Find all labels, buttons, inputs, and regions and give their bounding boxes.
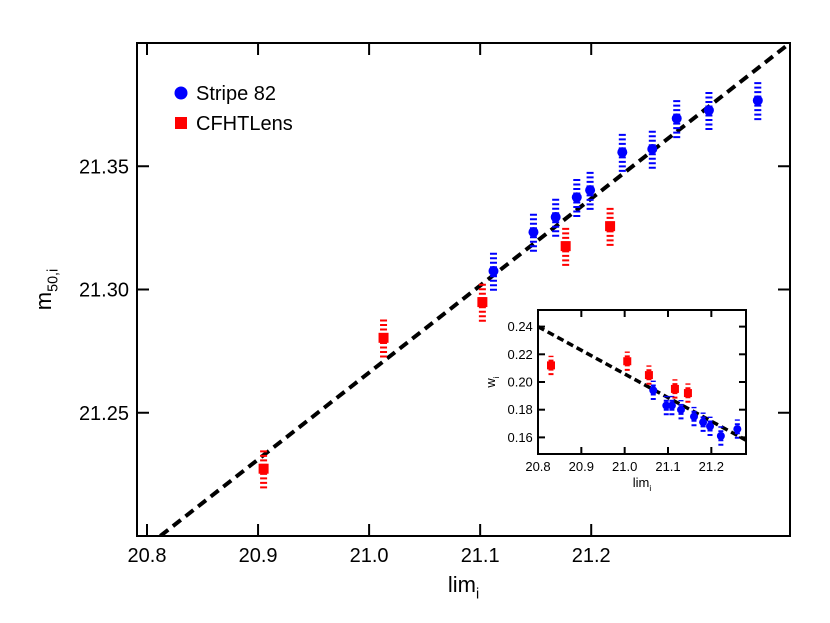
point <box>677 405 685 414</box>
point <box>528 227 539 238</box>
x-tick-label: 21.0 <box>612 459 637 474</box>
y-tick-label: 0.22 <box>507 347 532 362</box>
point <box>644 371 653 380</box>
plot-marks <box>538 325 746 446</box>
fit-line <box>538 325 746 442</box>
point <box>571 192 582 203</box>
y-tick-label: 0.20 <box>507 375 532 390</box>
axis-label-sub: i <box>476 587 479 603</box>
point <box>690 412 698 421</box>
axis-label-text: w <box>483 378 498 389</box>
point <box>605 221 616 232</box>
point <box>649 386 658 395</box>
axis-label: wi <box>483 376 501 388</box>
x-tick-label: 21.2 <box>699 459 724 474</box>
axis-label-sub: 50,i <box>46 269 62 292</box>
axis-label-text: m <box>31 292 56 310</box>
axis-label: limi <box>448 572 479 603</box>
legend-label: Stripe 82 <box>196 83 276 105</box>
y-tick-label: 0.16 <box>507 430 532 445</box>
point <box>488 266 499 277</box>
axis-label-text: lim <box>448 572 476 597</box>
legend-marker <box>174 86 188 100</box>
y-tick-label: 21.30 <box>79 280 129 302</box>
x-tick-label: 20.9 <box>569 459 594 474</box>
point <box>683 389 692 398</box>
x-tick-label: 20.8 <box>128 545 167 567</box>
x-tick-label: 21.1 <box>461 545 500 567</box>
x-tick-label: 21.2 <box>572 545 611 567</box>
plot-area <box>538 310 746 454</box>
axis-label: m50,i <box>31 269 62 310</box>
point <box>706 422 715 431</box>
legend-marker <box>175 117 187 129</box>
point <box>703 105 714 116</box>
point <box>258 463 269 474</box>
point <box>699 418 708 427</box>
axis-label-sub: i <box>649 483 651 493</box>
point <box>547 361 555 370</box>
x-tick-label: 20.9 <box>239 545 278 567</box>
point <box>378 332 389 343</box>
axis-label-sub: i <box>491 376 501 378</box>
point <box>752 95 763 106</box>
point <box>560 241 571 252</box>
point <box>733 425 742 434</box>
point <box>585 185 596 196</box>
x-tick-label: 20.8 <box>525 459 550 474</box>
plot-marks <box>159 43 790 536</box>
point <box>671 113 682 124</box>
point <box>623 357 632 366</box>
point <box>477 297 488 308</box>
point <box>647 143 658 154</box>
legend-label: CFHTLens <box>196 113 293 135</box>
x-tick-label: 21.1 <box>655 459 680 474</box>
point <box>550 212 561 223</box>
point <box>670 384 679 393</box>
y-tick-label: 21.35 <box>79 156 129 178</box>
y-tick-label: 21.25 <box>79 403 129 425</box>
y-tick-label: 0.18 <box>507 402 532 417</box>
point <box>716 432 725 440</box>
point <box>667 401 676 410</box>
point <box>617 147 628 158</box>
axis-label-text: lim <box>633 475 650 490</box>
x-tick-label: 21.0 <box>350 545 389 567</box>
fit-line <box>159 43 790 536</box>
axis-label: limi <box>633 475 652 493</box>
point <box>662 401 671 410</box>
y-tick-label: 0.24 <box>507 319 532 334</box>
